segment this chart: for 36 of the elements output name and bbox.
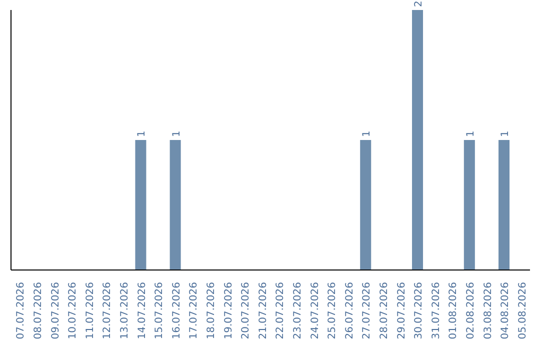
data-label: 1 xyxy=(500,130,512,137)
x-tick-label: 22.07.2026 xyxy=(275,282,286,340)
x-tick-label: 26.07.2026 xyxy=(344,282,356,340)
x-tick-label: 20.07.2026 xyxy=(240,282,252,340)
x-tick-label: 31.07.2026 xyxy=(430,282,442,340)
x-tick-label: 07.07.2026 xyxy=(16,282,27,340)
x-tick-label: 05.08.2026 xyxy=(517,282,528,340)
data-label: 2 xyxy=(414,0,425,7)
x-tick-label: 28.07.2026 xyxy=(378,282,390,340)
data-label: 1 xyxy=(136,130,148,137)
x-tick-label: 23.07.2026 xyxy=(292,282,304,340)
x-tick-label: 14.07.2026 xyxy=(136,282,148,340)
x-tick-label: 27.07.2026 xyxy=(362,282,373,340)
x-tick-label: 04.08.2026 xyxy=(500,282,512,340)
x-tick-label: 17.07.2026 xyxy=(188,282,200,340)
x-tick-label: 13.07.2026 xyxy=(119,282,130,340)
x-tick-label: 10.07.2026 xyxy=(68,282,79,340)
data-label: 1 xyxy=(465,130,476,137)
x-tick-label: 03.08.2026 xyxy=(482,282,494,340)
data-label: 1 xyxy=(362,130,373,137)
x-tick-label: 02.08.2026 xyxy=(465,282,476,340)
x-tick-label: 12.07.2026 xyxy=(102,282,114,340)
x-tick-label: 09.07.2026 xyxy=(50,282,62,340)
x-tick-label: 15.07.2026 xyxy=(154,282,166,340)
x-tick-label: 18.07.2026 xyxy=(206,282,217,340)
x-tick-label: 19.07.2026 xyxy=(223,282,234,340)
data-label: 1 xyxy=(171,130,182,137)
x-tick-label: 08.07.2026 xyxy=(32,282,44,340)
x-tick-label: 11.07.2026 xyxy=(84,282,96,340)
x-tick-label: 16.07.2026 xyxy=(171,282,182,340)
x-tick-label: 25.07.2026 xyxy=(327,282,338,340)
x-tick-label: 30.07.2026 xyxy=(414,282,425,340)
x-tick-label: 01.08.2026 xyxy=(448,282,460,340)
x-tick-label: 21.07.2026 xyxy=(258,282,269,340)
x-tick-label: 24.07.2026 xyxy=(310,282,321,340)
x-tick-label: 29.07.2026 xyxy=(396,282,408,340)
